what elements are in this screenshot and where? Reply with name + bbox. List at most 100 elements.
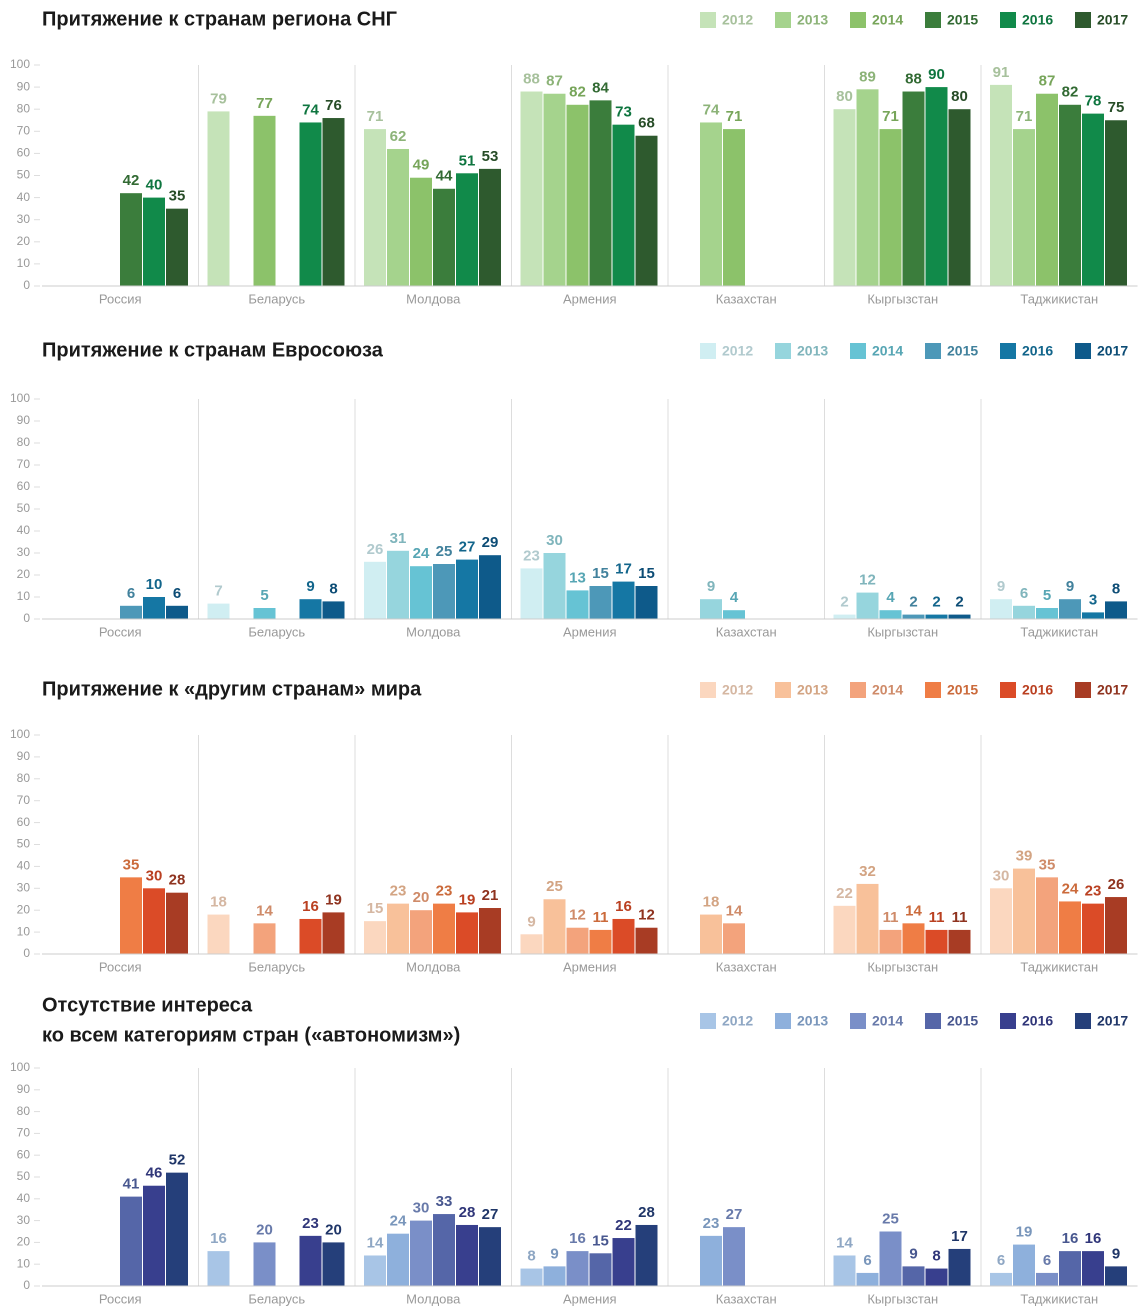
data-label: 6 — [863, 1252, 871, 1269]
bar — [990, 84, 1012, 286]
legend-label: 2014 — [872, 1013, 903, 1029]
bar — [902, 614, 925, 619]
data-label: 35 — [1039, 856, 1056, 873]
data-label: 8 — [527, 1248, 535, 1265]
legend-label: 2016 — [1022, 12, 1053, 28]
data-label: 25 — [436, 543, 453, 560]
y-tick-label: 90 — [17, 749, 31, 763]
legend-swatch — [775, 12, 791, 28]
bar — [1036, 877, 1058, 954]
y-tick-label: 30 — [17, 212, 31, 226]
bar — [479, 168, 501, 286]
bar — [566, 104, 589, 286]
bar — [1105, 897, 1127, 954]
bar — [566, 590, 589, 619]
data-label: 71 — [1016, 108, 1033, 125]
bar — [700, 599, 722, 619]
legend-swatch — [1075, 1013, 1091, 1029]
x-tick-label: Россия — [99, 959, 142, 974]
bar — [589, 100, 612, 286]
legend-swatch — [850, 682, 866, 698]
legend-label: 2013 — [797, 682, 828, 698]
y-tick-label: 100 — [10, 391, 30, 405]
bar — [479, 908, 501, 954]
x-tick-label: Молдова — [406, 959, 461, 974]
bar — [322, 1242, 345, 1286]
data-label: 27 — [726, 1206, 743, 1223]
bar — [207, 1251, 230, 1286]
y-tick-label: 40 — [17, 523, 31, 537]
data-label: 15 — [638, 565, 655, 582]
bar — [990, 1272, 1012, 1286]
bar — [925, 87, 948, 286]
y-tick-label: 20 — [17, 567, 31, 581]
y-tick-label: 20 — [17, 234, 31, 248]
legend-label: 2012 — [722, 682, 753, 698]
bar — [120, 193, 142, 286]
data-label: 20 — [256, 1221, 273, 1238]
bar — [253, 608, 276, 619]
data-label: 30 — [546, 532, 563, 549]
x-tick-label: Беларусь — [248, 959, 305, 974]
data-label: 68 — [638, 115, 655, 132]
legend-swatch — [700, 12, 716, 28]
bar — [879, 1231, 902, 1286]
legend-label: 2014 — [872, 12, 903, 28]
legend-swatch — [1000, 12, 1016, 28]
data-label: 14 — [256, 902, 273, 919]
y-tick-label: 100 — [10, 1060, 30, 1074]
x-tick-label: Кыргызстан — [867, 1291, 938, 1306]
bar — [1105, 601, 1127, 619]
data-label: 33 — [436, 1193, 453, 1210]
data-label: 24 — [390, 1213, 407, 1230]
legend-swatch — [925, 343, 941, 359]
data-label: 11 — [593, 909, 609, 926]
x-tick-label: Беларусь — [248, 624, 305, 639]
bar — [1082, 1251, 1104, 1286]
bar — [1013, 868, 1035, 954]
chart-title: Отсутствие интереса — [42, 994, 253, 1016]
bar — [479, 555, 501, 619]
bar — [433, 564, 455, 619]
data-label: 16 — [1085, 1230, 1102, 1247]
data-label: 8 — [329, 580, 337, 597]
y-tick-label: 30 — [17, 1213, 31, 1227]
y-tick-label: 70 — [17, 1126, 31, 1140]
bar — [566, 1251, 589, 1286]
bar — [543, 553, 566, 619]
x-tick-label: Молдова — [406, 291, 461, 306]
bar — [612, 918, 635, 954]
x-tick-label: Таджикистан — [1020, 1291, 1098, 1306]
bar — [456, 1224, 478, 1286]
y-tick-label: 10 — [17, 256, 31, 270]
data-label: 30 — [413, 1200, 430, 1217]
bar — [990, 599, 1012, 619]
data-label: 19 — [325, 891, 342, 908]
bar — [322, 912, 345, 954]
bar — [1082, 612, 1104, 619]
x-tick-label: Молдова — [406, 624, 461, 639]
y-tick-label: 60 — [17, 146, 31, 160]
x-tick-label: Армения — [563, 1291, 617, 1306]
bar — [120, 877, 142, 954]
data-label: 9 — [909, 1245, 917, 1262]
bar — [410, 1220, 432, 1286]
data-label: 82 — [1062, 84, 1079, 101]
data-label: 46 — [146, 1165, 163, 1182]
data-label: 23 — [436, 883, 453, 900]
data-label: 16 — [569, 1230, 586, 1247]
data-label: 62 — [390, 128, 407, 145]
y-tick-label: 80 — [17, 435, 31, 449]
legend-swatch — [1075, 12, 1091, 28]
data-label: 6 — [127, 585, 135, 602]
bar — [520, 568, 543, 619]
legend-label: 2016 — [1022, 682, 1053, 698]
legend-label: 2017 — [1097, 343, 1128, 359]
bar — [433, 1214, 455, 1286]
data-label: 84 — [592, 79, 609, 96]
legend-label: 2017 — [1097, 12, 1128, 28]
y-tick-label: 80 — [17, 1104, 31, 1118]
bar — [1105, 120, 1127, 286]
bar — [833, 905, 856, 954]
